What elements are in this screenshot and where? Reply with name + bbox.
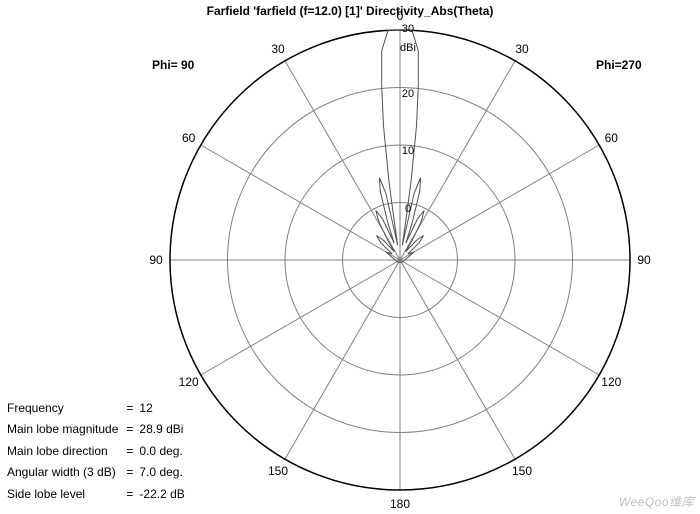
stats-key: Angular width (3 dB) <box>6 463 124 482</box>
radial-label: 10 <box>402 145 414 157</box>
stats-key: Frequency <box>6 399 124 418</box>
stats-value: 7.0 deg. <box>138 463 185 482</box>
stats-value: -22.2 dB <box>138 485 185 504</box>
radial-label: 0 <box>405 203 411 215</box>
radial-label: 30 <box>402 23 414 35</box>
angle-label: 180 <box>390 497 410 511</box>
angle-label: 90 <box>637 253 650 267</box>
angle-label: 0 <box>397 9 404 23</box>
stats-row: Angular width (3 dB)= 7.0 deg. <box>6 463 186 482</box>
angle-label: 150 <box>512 464 532 478</box>
stats-eq: = <box>126 442 136 461</box>
angle-label: 30 <box>271 42 284 56</box>
stats-block: Frequency= 12Main lobe magnitude= 28.9 d… <box>4 397 188 506</box>
angle-label: 150 <box>268 464 288 478</box>
watermark: WeeQoo维库 <box>619 493 694 510</box>
radial-label: 20 <box>402 88 414 100</box>
radial-unit-label: dBi <box>400 42 416 54</box>
stats-row: Main lobe direction= 0.0 deg. <box>6 442 186 461</box>
stats-eq: = <box>126 485 136 504</box>
angle-label: 120 <box>179 375 199 389</box>
stats-value: 0.0 deg. <box>138 442 185 461</box>
phi-right-label: Phi=270 <box>596 58 642 72</box>
stats-key: Side lobe level <box>6 485 124 504</box>
stats-row: Frequency= 12 <box>6 399 186 418</box>
stats-row: Side lobe level= -22.2 dB <box>6 485 186 504</box>
stats-key: Main lobe direction <box>6 442 124 461</box>
stats-eq: = <box>126 420 136 439</box>
stats-key: Main lobe magnitude <box>6 420 124 439</box>
stats-value: 12 <box>138 399 185 418</box>
angle-label: 120 <box>601 375 621 389</box>
angle-label: 60 <box>182 131 195 145</box>
stats-value: 28.9 dBi <box>138 420 185 439</box>
angle-label: 60 <box>605 131 618 145</box>
angle-label: 90 <box>149 253 162 267</box>
phi-left-label: Phi= 90 <box>152 58 194 72</box>
stats-row: Main lobe magnitude= 28.9 dBi <box>6 420 186 439</box>
angle-label: 30 <box>515 42 528 56</box>
stats-eq: = <box>126 399 136 418</box>
stats-eq: = <box>126 463 136 482</box>
